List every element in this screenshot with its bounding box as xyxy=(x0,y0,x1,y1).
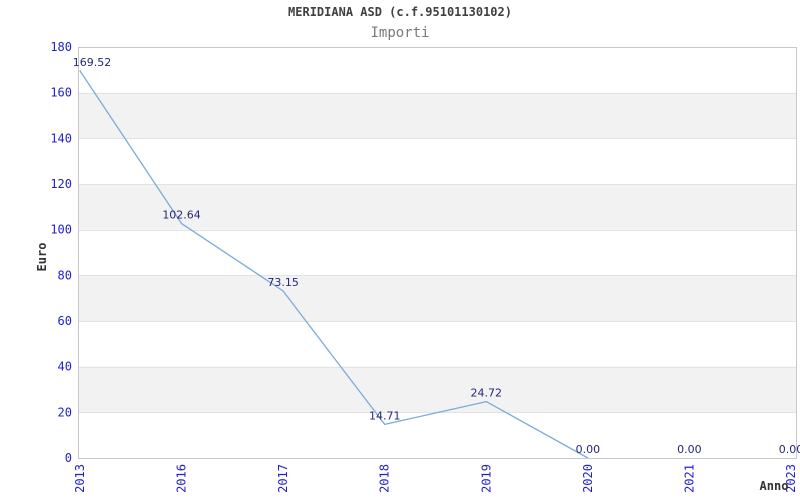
x-tick-label: 2016 xyxy=(175,464,189,493)
x-tick-label: 2017 xyxy=(276,464,290,493)
x-tick-label: 2018 xyxy=(378,464,392,493)
plot-frame xyxy=(78,47,797,459)
y-tick-label: 100 xyxy=(50,223,72,237)
point-value-label: 14.71 xyxy=(369,409,401,422)
x-tick-label: 2021 xyxy=(682,464,696,493)
point-value-label: 24.72 xyxy=(471,387,503,400)
y-tick-label: 60 xyxy=(58,314,72,328)
point-value-label: 0.00 xyxy=(576,443,601,456)
plot-band xyxy=(78,92,797,139)
point-value-label: 0.00 xyxy=(677,443,702,456)
x-axis-title: Anno xyxy=(760,479,789,493)
y-axis-title: Euro xyxy=(35,243,49,272)
point-value-label: 169.52 xyxy=(73,56,112,69)
chart-title: MERIDIANA ASD (c.f.95101130102) xyxy=(288,5,512,19)
x-tick-label: 2020 xyxy=(581,464,595,493)
x-tick-label: 2013 xyxy=(73,464,87,493)
plot-band xyxy=(78,366,797,413)
chart-subtitle: Importi xyxy=(370,25,430,41)
y-tick-label: 120 xyxy=(50,177,72,191)
y-tick-label: 40 xyxy=(58,360,72,374)
point-value-label: 0.00 xyxy=(779,443,800,456)
y-tick-label: 140 xyxy=(50,131,72,145)
point-value-label: 73.15 xyxy=(267,276,299,289)
data-line-importi xyxy=(79,70,589,459)
y-tick-label: 160 xyxy=(50,86,72,100)
y-tick-label: 180 xyxy=(50,40,72,54)
y-tick-label: 80 xyxy=(58,268,72,282)
x-tick-label: 2019 xyxy=(479,464,493,493)
x-tick-label: 2023 xyxy=(784,464,798,493)
point-value-label: 102.64 xyxy=(162,209,201,222)
plot-band xyxy=(78,184,797,230)
y-tick-label: 0 xyxy=(65,451,72,465)
y-tick-label: 20 xyxy=(58,405,72,419)
plot-band xyxy=(78,275,797,321)
